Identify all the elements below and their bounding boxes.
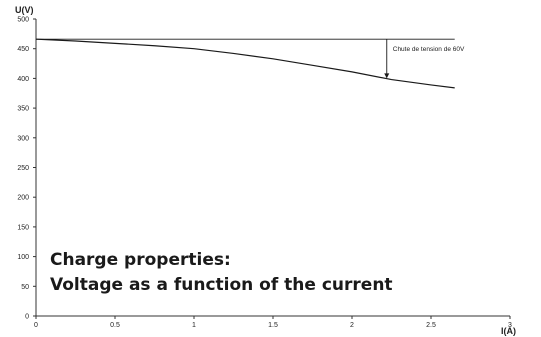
x-tick-label: 2.5 (426, 322, 436, 329)
voltage-series-line (35, 38, 455, 89)
caption-line-2: Voltage as a function of the current (50, 275, 393, 295)
x-tick-label: 2 (350, 322, 354, 329)
caption-line-1: Charge properties: (50, 250, 231, 270)
x-tick-label: 3 (508, 322, 512, 329)
y-tick-label: 200 (17, 195, 29, 202)
voltage-drop-arrow-head (384, 73, 390, 79)
y-tick-label: 350 (17, 106, 29, 113)
y-tick-label: 150 (17, 224, 29, 231)
y-tick-label: 300 (17, 135, 29, 142)
y-tick-label: 400 (17, 76, 29, 83)
y-tick-label: 500 (17, 17, 29, 24)
y-ticks: 0 50 100 150 200 250 300 350 400 450 500 (17, 17, 36, 321)
y-axis-label: U(V) (15, 5, 34, 15)
x-axis-label: I(A) (501, 326, 516, 336)
y-tick-label: 0 (25, 314, 29, 321)
y-tick-label: 50 (21, 284, 29, 291)
y-tick-label: 450 (17, 46, 29, 53)
x-tick-label: 0.5 (110, 322, 120, 329)
x-tick-label: 1 (192, 322, 196, 329)
y-tick-label: 250 (17, 165, 29, 172)
x-tick-label: 0 (34, 322, 38, 329)
x-tick-label: 1.5 (268, 322, 278, 329)
voltage-drop-annotation: Chute de tension de 60V (393, 46, 465, 53)
y-tick-label: 100 (17, 254, 29, 261)
